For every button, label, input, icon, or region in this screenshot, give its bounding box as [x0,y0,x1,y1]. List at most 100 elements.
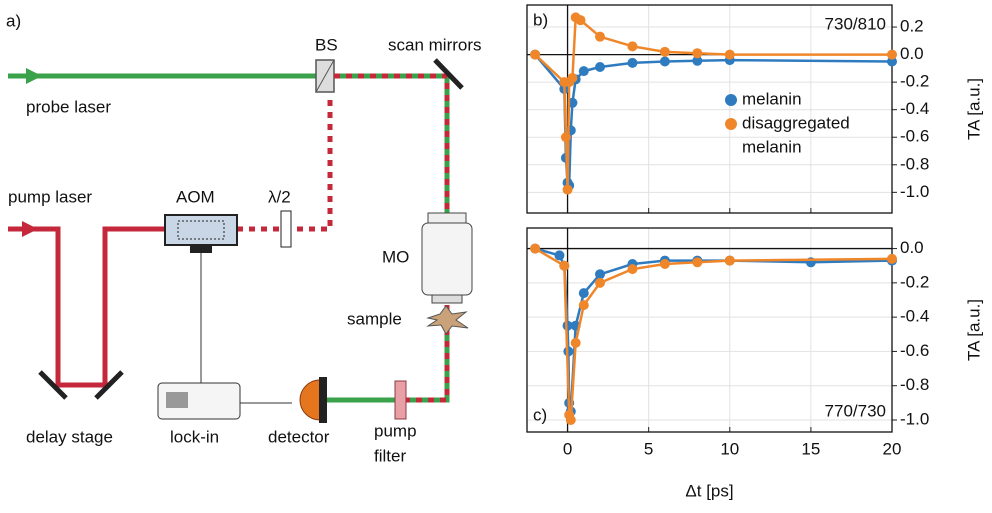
data-point [595,61,605,72]
legend-label: melanin [742,137,802,156]
pump-beam [8,226,165,388]
label: λ/2 [268,187,291,206]
x-tick-label: 5 [644,439,653,458]
y-tick-label: -0.4 [900,99,929,118]
y-tick-label: -0.8 [900,375,929,394]
data-point [627,57,638,68]
legend-marker [725,94,737,106]
data-point [560,132,571,143]
data-point [530,49,541,60]
series-line [534,247,893,412]
data-point [595,269,605,280]
label: pump laser [8,187,92,206]
label: scan mirrors [388,35,482,54]
panel-label: b) [533,10,548,29]
half-wave-plate [280,210,292,248]
arrow [26,68,42,84]
data-point [724,49,735,60]
label: lock-in [170,427,219,446]
x-axis-label: Δt [ps] [685,481,733,500]
objective [421,222,473,296]
objective [427,212,467,224]
label: BS [315,35,338,54]
data-point [570,337,581,348]
data-point [659,46,670,57]
pump-filter [394,380,407,420]
charts: 0.2 0.0 -0.2 -0.4 -0.6 -0.8 -1.0 b) 730/810 TA [a… [526,4,983,500]
scan-mirror [433,58,464,90]
label: probe laser [26,97,111,116]
data-point [692,55,703,66]
data-point [565,415,576,425]
data-point [554,250,565,261]
objective [431,294,463,304]
y-axis-label: TA [a.u.] [964,78,983,140]
label: pump [374,421,417,440]
aom-driver [190,245,212,253]
pump-beam [237,94,333,232]
data-point [659,56,670,67]
data-point [627,264,638,275]
series-line [534,247,893,421]
y-tick-label: -1.0 [900,409,929,428]
label: MO [382,247,409,266]
data-point [578,300,589,311]
mirror [38,370,68,400]
arrow [22,221,38,237]
y-tick-label: -0.2 [900,72,929,91]
label: AOM [176,187,215,206]
y-tick-label: -0.6 [900,341,929,360]
plot-frame [526,227,893,433]
lock-in-display [166,392,188,408]
y-tick-label: -0.8 [900,154,929,173]
detector-window [319,377,327,423]
data-point [567,73,578,84]
y-tick-label: -0.2 [900,272,929,291]
data-point [627,41,638,52]
data-point [887,56,897,67]
beam-splitter-face [315,59,335,93]
legend-label: disaggregated [742,113,850,132]
label: delay stage [26,427,113,446]
data-point [659,259,670,269]
label: detector [268,427,330,446]
data-point [724,255,735,266]
annotation: 730/810 [825,14,886,33]
data-point [692,48,703,59]
y-tick-label: -0.4 [900,307,929,326]
label: sample [347,309,402,328]
panel-label: a) [6,11,21,30]
y-tick-label: 0.0 [900,238,924,257]
mirror [94,370,124,400]
data-point [559,260,570,271]
annotation: 770/730 [825,401,886,420]
legend-label: melanin [742,89,802,108]
x-tick-label: 10 [720,439,739,458]
data-point [530,243,541,254]
panel-label: c) [533,405,547,424]
data-point [578,66,589,77]
data-point [575,15,586,26]
y-tick-label: 0.0 [900,44,924,63]
sample [426,305,469,335]
x-tick-label: 0 [563,439,572,458]
detector [299,379,321,421]
aom [164,214,238,246]
data-point [595,277,605,288]
y-axis-label: TA [a.u.] [964,299,983,361]
legend-marker [725,118,737,130]
data-point [595,31,605,42]
plot-frame [526,4,893,214]
data-point [887,49,897,60]
x-tick-label: 15 [801,439,820,458]
y-tick-label: 0.2 [900,17,924,36]
y-tick-label: -0.6 [900,127,929,146]
label: filter [374,446,406,465]
data-point [692,257,703,268]
setup-diagram: a) probe laser BS scan mirrors MO sample… [6,11,482,465]
y-tick-label: -1.0 [900,182,929,201]
data-point [887,253,897,264]
series-line [534,15,892,190]
